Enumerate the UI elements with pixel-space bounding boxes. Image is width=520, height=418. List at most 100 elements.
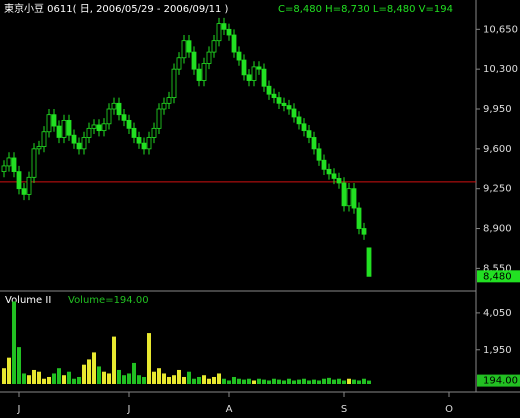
candle-body xyxy=(211,40,217,53)
volume-bar xyxy=(102,371,106,384)
x-tick-label: A xyxy=(226,404,233,415)
candle-body xyxy=(146,137,152,150)
candle-body xyxy=(246,74,252,81)
volume-title: Volume II xyxy=(5,295,51,306)
candle-body xyxy=(231,34,237,53)
volume-bar xyxy=(87,359,91,384)
candle-body xyxy=(326,168,332,175)
volume-bar xyxy=(52,373,56,384)
y-tick-label: 9,600 xyxy=(483,144,512,155)
candle-body xyxy=(81,137,87,150)
candle-body xyxy=(56,125,62,138)
candle-body xyxy=(176,57,182,70)
candle-body xyxy=(266,85,272,95)
last-price-label: 8,480 xyxy=(483,271,512,282)
x-tick-label: S xyxy=(341,404,347,415)
candle-body xyxy=(206,51,212,64)
y-tick-label: 10,300 xyxy=(483,64,518,75)
volume-bar xyxy=(77,376,81,384)
x-tick-label: J xyxy=(127,404,131,415)
volume-bar xyxy=(132,362,136,384)
volume-bar xyxy=(252,380,256,384)
candle-body xyxy=(36,146,42,150)
header-info: C=8,480 H=8,730 L=8,480 V=194 xyxy=(278,4,453,15)
y-tick-label: 8,550 xyxy=(483,263,512,274)
candle-body xyxy=(166,97,172,104)
volume-bar xyxy=(282,380,286,384)
candle-body xyxy=(286,105,292,110)
volume-bar xyxy=(297,379,301,384)
candle-body xyxy=(226,28,232,36)
volume-bar xyxy=(67,371,71,384)
candle-body xyxy=(46,114,52,133)
candle-body xyxy=(151,127,157,138)
candle-body xyxy=(131,127,137,138)
candle-body xyxy=(61,119,67,138)
candle-body xyxy=(311,137,317,150)
volume-bar xyxy=(232,376,236,384)
last-volume-box xyxy=(477,374,520,387)
volume-bar xyxy=(312,379,316,384)
candle-body xyxy=(306,130,312,138)
volume-bar xyxy=(142,376,146,384)
volume-bar xyxy=(332,379,336,384)
volume-bar xyxy=(292,380,296,384)
volume-bar xyxy=(152,371,156,384)
candle-body xyxy=(271,93,277,99)
candle-body xyxy=(196,68,202,81)
candle-body xyxy=(41,131,47,147)
candle-body xyxy=(316,148,322,161)
candle-body xyxy=(136,137,142,144)
volume-bar xyxy=(262,379,266,384)
candle-body xyxy=(141,142,147,150)
volume-bar xyxy=(57,368,61,384)
volume-bar xyxy=(257,378,261,384)
volume-bar xyxy=(237,378,241,384)
candle-body xyxy=(356,207,362,229)
candle-body xyxy=(181,40,187,59)
y-tick-label: 10,650 xyxy=(483,24,518,35)
volume-bar xyxy=(2,368,6,384)
volume-bar xyxy=(47,376,51,384)
volume-bar xyxy=(97,366,101,384)
y-tick-label: 8,900 xyxy=(483,224,512,235)
volume-bar xyxy=(367,380,371,384)
candle-body xyxy=(96,124,102,132)
volume-bar xyxy=(317,380,321,384)
volume-bar xyxy=(357,380,361,384)
x-tick-label: J xyxy=(17,404,21,415)
candle-body xyxy=(21,188,27,195)
volume-bar xyxy=(272,378,276,384)
volume-bar xyxy=(247,378,251,384)
candle-body xyxy=(66,119,72,136)
volume-bar xyxy=(182,376,186,384)
candle-body xyxy=(186,40,192,53)
candle-body xyxy=(336,178,342,184)
volume-bar xyxy=(267,380,271,384)
candle-body xyxy=(241,59,247,76)
volume-legend: Volume=194.00 xyxy=(68,295,149,306)
candle-body xyxy=(86,127,92,138)
candle-body xyxy=(341,182,347,207)
candle-body xyxy=(161,102,167,110)
candle-body xyxy=(301,123,307,132)
candle-body xyxy=(1,165,7,173)
volume-bar xyxy=(122,375,126,384)
volume-bar xyxy=(37,371,41,384)
candle-body xyxy=(121,114,127,121)
candle-body xyxy=(91,124,97,129)
volume-bar xyxy=(12,301,16,384)
candle-body xyxy=(216,23,222,42)
volume-bar xyxy=(117,369,121,384)
volume-bar xyxy=(157,368,161,384)
volume-bar xyxy=(227,380,231,384)
volume-bar xyxy=(187,371,191,384)
last-volume-label: 194.00 xyxy=(483,376,518,387)
candle-body xyxy=(361,228,367,235)
volume-bar xyxy=(72,378,76,384)
volume-y-tick-label: 4,050 xyxy=(483,308,512,319)
candle-body xyxy=(251,66,257,81)
candle-body xyxy=(291,108,297,118)
candle-body xyxy=(26,176,32,195)
